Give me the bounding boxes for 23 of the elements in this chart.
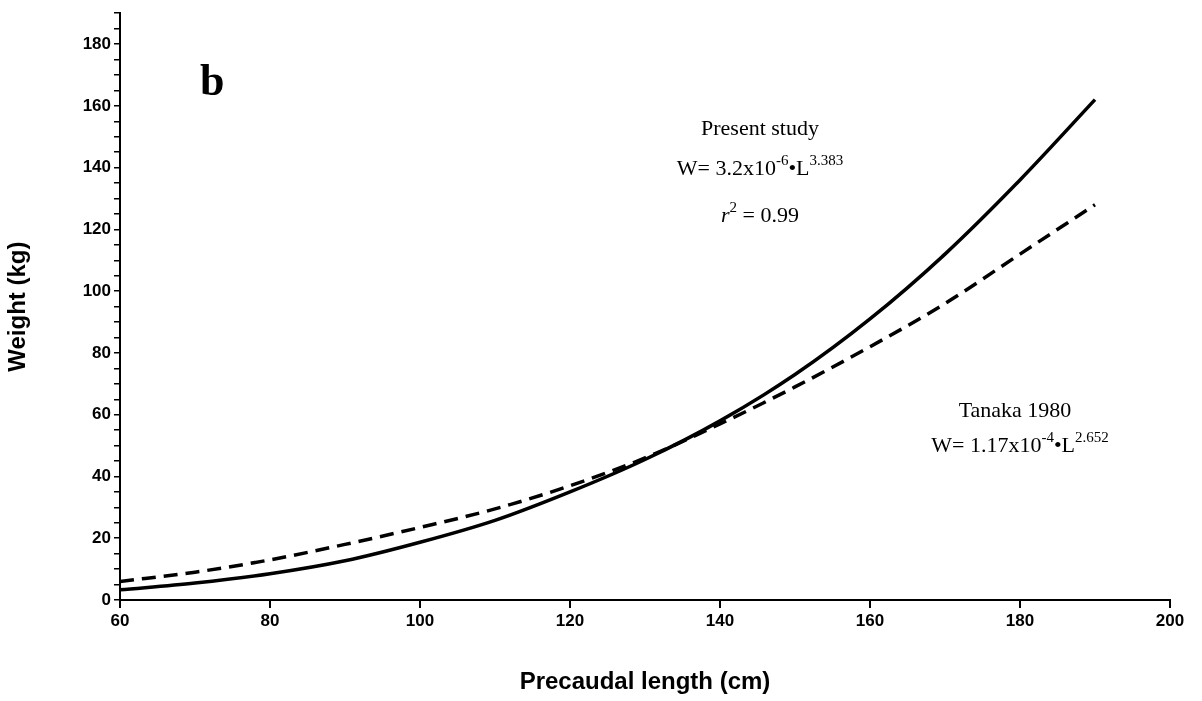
x-tick-label: 180 [1005,610,1035,630]
y-tick-label: 160 [82,95,111,115]
x-tick-label: 60 [110,610,130,630]
y-tick-label: 60 [92,404,111,424]
y-axis-title: Weight (kg) [3,241,31,372]
y-tick-label: 120 [82,219,111,239]
x-tick-label: 140 [705,610,735,630]
x-tick-label: 80 [260,610,280,630]
x-tick-label: 100 [405,610,435,630]
y-tick-label: 180 [82,33,111,53]
y-tick-label: 100 [82,280,111,300]
annotation: Present study [701,115,819,140]
y-tick-label: 40 [92,466,111,486]
annotation: b [200,56,225,105]
y-tick-label: 20 [92,527,111,547]
y-tick-label: 0 [101,589,111,609]
x-axis-title: Precaudal length (cm) [519,667,771,695]
x-tick-label: 160 [855,610,885,630]
annotation: Tanaka 1980 [958,397,1072,422]
x-tick-label: 200 [1155,610,1185,630]
y-tick-label: 140 [82,157,111,177]
y-tick-label: 80 [92,342,111,362]
x-tick-label: 120 [555,610,585,630]
